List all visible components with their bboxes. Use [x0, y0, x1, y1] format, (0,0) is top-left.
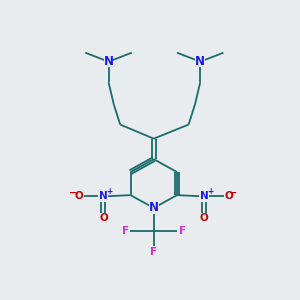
- FancyBboxPatch shape: [149, 246, 159, 257]
- Text: N: N: [99, 191, 108, 201]
- FancyBboxPatch shape: [98, 191, 108, 202]
- FancyBboxPatch shape: [177, 225, 187, 237]
- FancyBboxPatch shape: [74, 191, 84, 202]
- Text: +: +: [106, 187, 112, 196]
- FancyBboxPatch shape: [120, 225, 130, 237]
- Text: +: +: [207, 187, 213, 196]
- Text: −: −: [69, 188, 77, 198]
- Text: O: O: [74, 191, 83, 201]
- Text: −: −: [229, 188, 237, 198]
- Text: N: N: [103, 55, 113, 68]
- Text: O: O: [224, 191, 233, 201]
- Text: F: F: [150, 247, 157, 256]
- FancyBboxPatch shape: [98, 213, 108, 224]
- FancyBboxPatch shape: [224, 191, 234, 202]
- FancyBboxPatch shape: [195, 56, 205, 67]
- FancyBboxPatch shape: [149, 202, 159, 214]
- Text: N: N: [200, 191, 208, 201]
- FancyBboxPatch shape: [199, 213, 209, 224]
- Text: O: O: [200, 213, 208, 223]
- FancyBboxPatch shape: [199, 191, 209, 202]
- Text: F: F: [122, 226, 129, 236]
- Text: N: N: [195, 55, 205, 68]
- Text: O: O: [99, 213, 108, 223]
- Text: N: N: [149, 202, 159, 214]
- Text: F: F: [178, 226, 186, 236]
- FancyBboxPatch shape: [103, 56, 113, 67]
